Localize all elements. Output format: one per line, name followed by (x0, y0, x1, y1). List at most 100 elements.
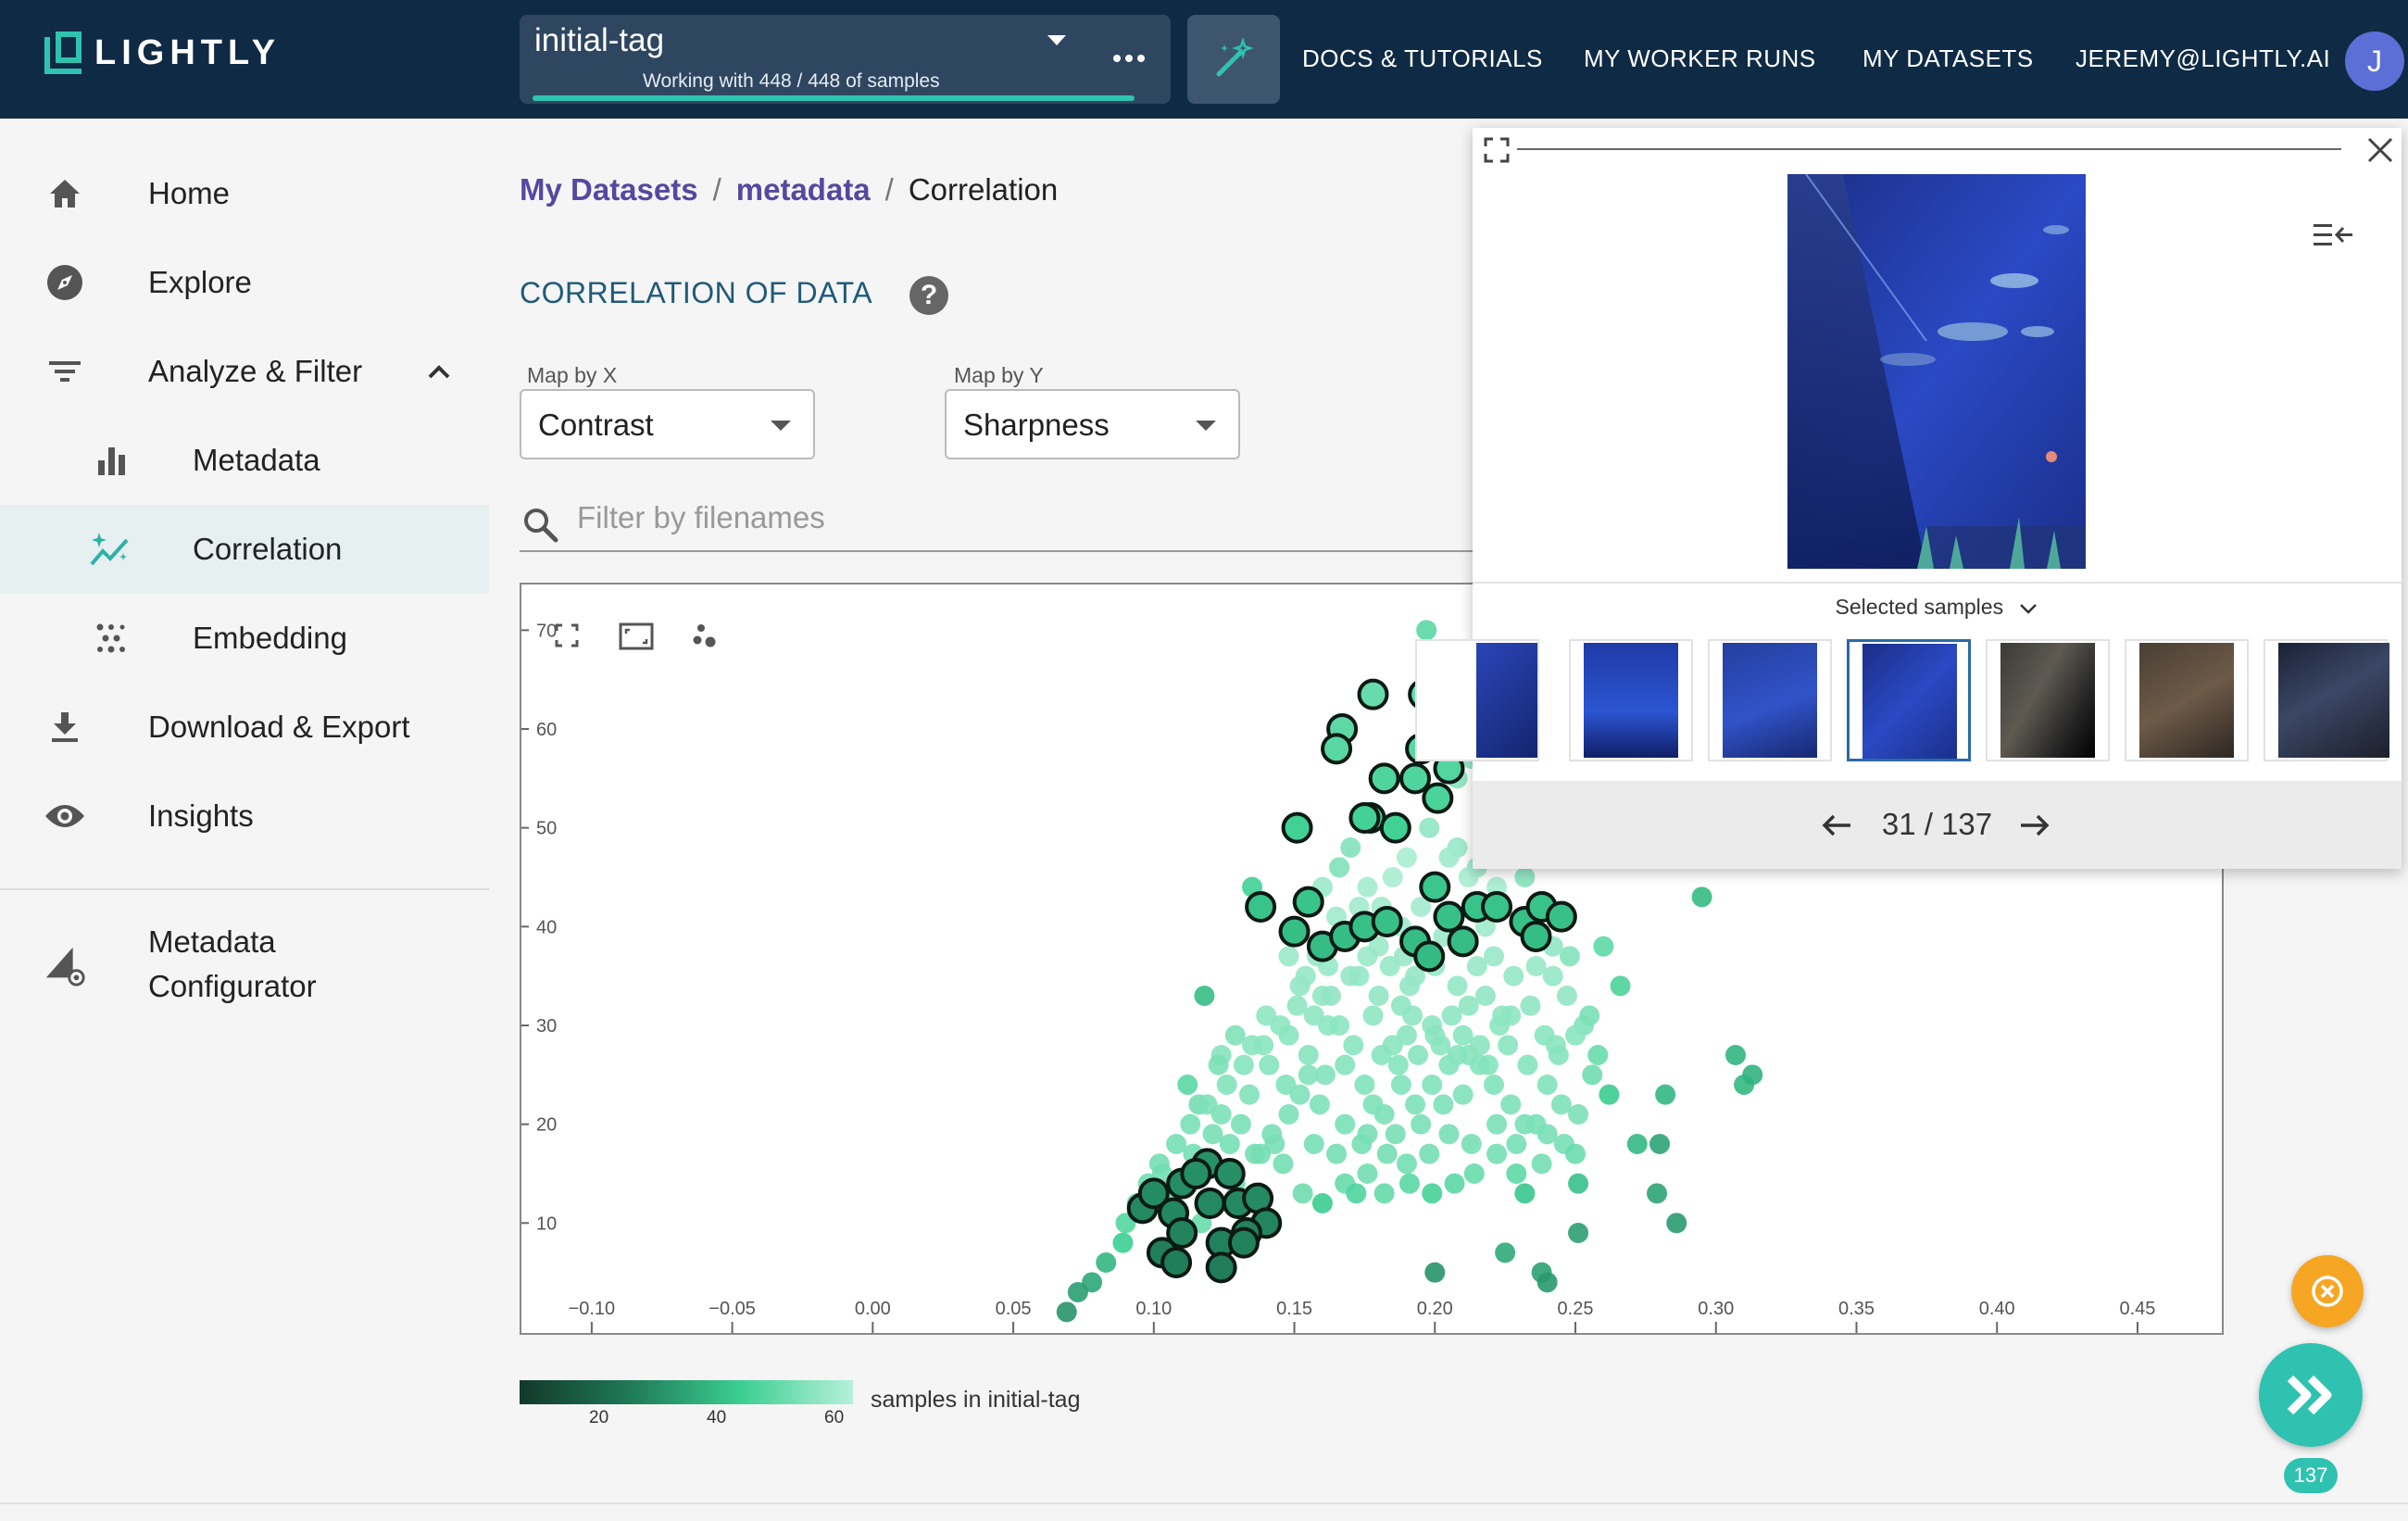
scatter-point[interactable] (1599, 1084, 1620, 1105)
scatter-point[interactable] (1486, 1113, 1508, 1135)
magic-wand-button[interactable] (1187, 15, 1280, 104)
scatter-point[interactable] (1568, 1173, 1589, 1194)
scatter-point[interactable] (1390, 1075, 1411, 1095)
open-selection-button[interactable] (2259, 1343, 2363, 1447)
scatter-point[interactable] (1506, 1163, 1527, 1184)
scatter-point[interactable] (1371, 1045, 1392, 1065)
scatter-point[interactable] (1303, 1134, 1324, 1154)
sidebar-item-embedding[interactable]: Embedding (0, 594, 489, 683)
scatter-point[interactable] (1286, 995, 1308, 1016)
scatter-point[interactable] (1536, 1272, 1558, 1293)
search-input[interactable] (577, 500, 1466, 535)
scatter-point[interactable] (1298, 1045, 1319, 1065)
scatter-point[interactable] (1253, 1035, 1274, 1056)
scatter-point[interactable] (1500, 1094, 1522, 1115)
more-options-icon[interactable] (1103, 35, 1155, 82)
nav-my-worker-runs[interactable]: MY WORKER RUNS (1584, 44, 1816, 72)
selected-scatter-point[interactable] (1321, 733, 1353, 765)
scatter-point[interactable] (1463, 1163, 1485, 1184)
scatter-point[interactable] (1402, 1005, 1423, 1026)
scatter-point[interactable] (1292, 1183, 1313, 1204)
scatter-point[interactable] (1520, 995, 1541, 1016)
scatter-point[interactable] (1405, 965, 1426, 987)
scatter-point[interactable] (1096, 1252, 1117, 1273)
arrow-right-icon[interactable] (2013, 805, 2054, 846)
selected-scatter-point[interactable] (1245, 891, 1277, 923)
sample-image[interactable] (1787, 174, 2086, 569)
scatter-point[interactable] (1278, 946, 1299, 967)
scatter-point[interactable] (1452, 1024, 1474, 1046)
selected-scatter-point[interactable] (1348, 802, 1381, 834)
selected-scatter-point[interactable] (1481, 891, 1513, 923)
scatter-point[interactable] (1398, 1173, 1420, 1194)
panel-drag-handle[interactable] (1517, 148, 2341, 150)
scatter-point[interactable] (1647, 1183, 1668, 1204)
scatter-point[interactable] (1458, 995, 1479, 1016)
scatter-point[interactable] (1351, 1134, 1373, 1154)
scatter-point[interactable] (1452, 1084, 1474, 1105)
scatter-point[interactable] (1177, 1075, 1198, 1095)
sample-thumbnail[interactable] (2125, 639, 2249, 761)
user-email[interactable]: JEREMY@LIGHTLY.AI (2076, 44, 2331, 72)
scatter-point[interactable] (1208, 1054, 1229, 1075)
scatter-point[interactable] (1303, 1005, 1324, 1026)
selected-scatter-point[interactable] (1379, 811, 1411, 844)
selected-scatter-point[interactable] (1160, 1247, 1193, 1278)
scatter-point[interactable] (1447, 1045, 1468, 1065)
fullscreen-icon[interactable] (1480, 133, 1513, 167)
scatter-point[interactable] (1368, 986, 1389, 1006)
scatter-point[interactable] (1587, 1045, 1609, 1065)
scatter-point[interactable] (1742, 1064, 1763, 1086)
scatter-point[interactable] (1326, 1143, 1348, 1164)
scatter-point[interactable] (1329, 857, 1350, 878)
scatter-point[interactable] (1582, 1064, 1603, 1086)
sample-thumbnail[interactable] (1569, 639, 1693, 761)
scatter-point[interactable] (1166, 1134, 1187, 1154)
scatter-point[interactable] (1335, 1054, 1356, 1075)
scatter-point[interactable] (1484, 946, 1505, 967)
scatter-point[interactable] (1447, 975, 1468, 997)
scatter-point[interactable] (1405, 1094, 1426, 1115)
reset-zoom-icon[interactable] (619, 622, 654, 650)
selected-scatter-point[interactable] (1368, 762, 1400, 795)
selected-scatter-point[interactable] (1278, 915, 1311, 948)
scatter-point[interactable] (1357, 1163, 1378, 1184)
scatter-point[interactable] (1565, 1143, 1587, 1164)
scatter-point[interactable] (1724, 1045, 1746, 1065)
scatter-point[interactable] (1514, 867, 1536, 887)
selected-samples-toggle[interactable]: Selected samples (1473, 595, 2402, 620)
scatter-point[interactable] (1396, 847, 1417, 868)
selected-scatter-point[interactable] (1205, 1251, 1237, 1284)
scatter-point[interactable] (1180, 1113, 1201, 1135)
arrow-left-icon[interactable] (1817, 805, 1858, 846)
scatter-point[interactable] (1474, 986, 1496, 1006)
scatter-point[interactable] (1329, 1015, 1350, 1036)
scatter-point[interactable] (1525, 956, 1547, 976)
scatter-point[interactable] (1517, 1054, 1538, 1075)
scatter-point[interactable] (1461, 1134, 1482, 1154)
scatter-point[interactable] (1568, 1104, 1589, 1125)
scatter-point[interactable] (1346, 1183, 1367, 1204)
scatter-point[interactable] (1295, 965, 1316, 987)
scatter-point[interactable] (1357, 946, 1378, 967)
breadcrumb-my-datasets[interactable]: My Datasets (520, 172, 698, 207)
scatter-point[interactable] (1210, 1104, 1232, 1125)
scatter-point[interactable] (1408, 1045, 1429, 1065)
scatter-point[interactable] (1311, 1193, 1333, 1213)
scatter-point[interactable] (1224, 1024, 1246, 1046)
scatter-point[interactable] (1354, 1075, 1375, 1095)
scatter-point[interactable] (1438, 1124, 1460, 1145)
scatter-point[interactable] (1441, 1005, 1462, 1026)
scatter-point[interactable] (1626, 1134, 1648, 1154)
scatter-point[interactable] (1250, 1143, 1272, 1164)
scatter-point[interactable] (1536, 1075, 1558, 1095)
selected-scatter-point[interactable] (1413, 940, 1446, 973)
scatter-point[interactable] (1424, 1024, 1446, 1046)
close-icon[interactable] (2364, 133, 2397, 167)
collapse-panel-icon[interactable] (2310, 217, 2356, 254)
selected-scatter-point[interactable] (1213, 1158, 1246, 1189)
selected-scatter-point[interactable] (1137, 1177, 1170, 1210)
scatter-point[interactable] (1275, 1075, 1297, 1095)
nav-my-datasets[interactable]: MY DATASETS (1862, 44, 2034, 72)
sample-thumbnail[interactable] (1708, 639, 1832, 761)
